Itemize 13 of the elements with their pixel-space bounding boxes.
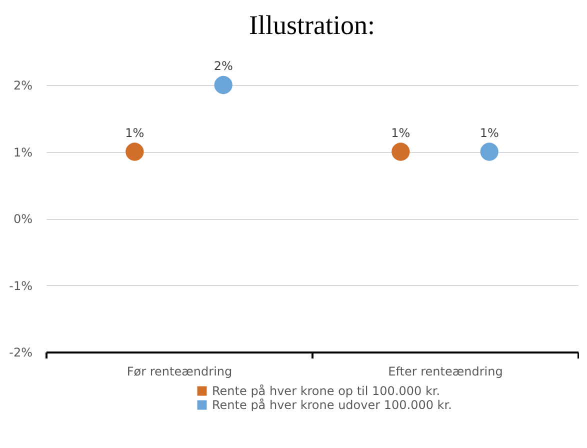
y-tick-label: 2% bbox=[13, 78, 32, 92]
y-tick-label: 1% bbox=[13, 145, 32, 160]
y-tick-label: -2% bbox=[9, 346, 32, 360]
legend-label: Rente på hver krone op til 100.000 kr. bbox=[212, 384, 440, 398]
y-tick-label: 0% bbox=[13, 212, 32, 226]
x-tick-label: Efter renteændring bbox=[388, 364, 503, 378]
data-label: 2% bbox=[214, 59, 233, 73]
x-tick-label: Før renteændring bbox=[126, 364, 232, 378]
data-label: 1% bbox=[125, 126, 144, 140]
y-tick-label: -1% bbox=[9, 278, 32, 293]
data-label: 1% bbox=[480, 126, 499, 140]
data-label: 1% bbox=[391, 126, 410, 140]
chart-title: Illustration: bbox=[249, 10, 375, 40]
